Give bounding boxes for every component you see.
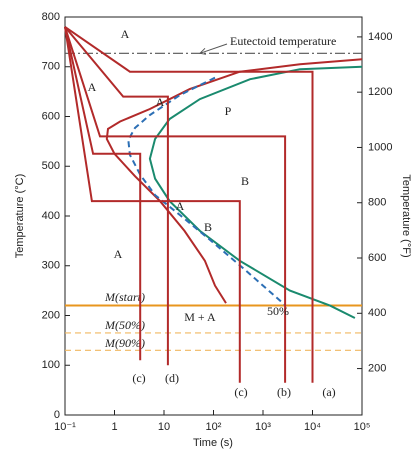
annotation: P bbox=[225, 104, 232, 118]
annotation: A bbox=[176, 199, 185, 213]
annotation: (a) bbox=[322, 385, 335, 399]
annotation: (c) bbox=[132, 371, 145, 385]
curve bbox=[105, 58, 363, 304]
curve bbox=[64, 26, 169, 366]
y2-tick-label: 600 bbox=[368, 252, 386, 264]
annotation: (d) bbox=[165, 371, 179, 385]
y-tick-label: 400 bbox=[42, 210, 60, 222]
y-tick-label: 600 bbox=[42, 110, 60, 122]
curve bbox=[127, 76, 286, 306]
y2-tick-label: 800 bbox=[368, 197, 386, 209]
reference-label: M(start) bbox=[104, 290, 145, 304]
x-tick-label: 10⁻¹ bbox=[54, 421, 76, 433]
annotation: A bbox=[121, 27, 130, 41]
annotation: (b) bbox=[277, 385, 291, 399]
y2-tick-label: 1000 bbox=[368, 141, 392, 153]
x-tick-label: 1 bbox=[111, 421, 117, 433]
y2-axis-label: Temperature (°F) bbox=[400, 174, 412, 257]
annotation: (c) bbox=[234, 385, 247, 399]
annotation: A bbox=[156, 95, 165, 109]
curve bbox=[64, 26, 287, 383]
arrow bbox=[198, 43, 228, 55]
annotation: B bbox=[241, 174, 249, 188]
y-tick-label: 300 bbox=[42, 260, 60, 272]
x-axis-label: Time (s) bbox=[193, 437, 233, 449]
y-tick-label: 100 bbox=[42, 359, 60, 371]
curve bbox=[64, 26, 142, 361]
y2-tick-label: 1200 bbox=[368, 86, 392, 98]
reference-label: M(90%) bbox=[104, 336, 145, 350]
y-axis-label: Temperature (°C) bbox=[14, 174, 26, 258]
annotation: A bbox=[88, 80, 97, 94]
x-tick-label: 10 bbox=[158, 421, 170, 433]
y2-tick-label: 400 bbox=[368, 307, 386, 319]
y-tick-label: 800 bbox=[42, 11, 60, 23]
y-tick-label: 0 bbox=[54, 409, 60, 421]
x-tick-label: 10² bbox=[206, 421, 222, 433]
curve bbox=[64, 26, 241, 383]
y2-tick-label: 1400 bbox=[368, 31, 392, 43]
y2-tick-label: 200 bbox=[368, 362, 386, 374]
plot-frame bbox=[64, 16, 363, 416]
curve bbox=[64, 26, 314, 383]
y-tick-label: 200 bbox=[42, 309, 60, 321]
annotation: 50% bbox=[267, 304, 289, 318]
annotation: B bbox=[204, 220, 212, 234]
annotation: A bbox=[114, 247, 123, 261]
x-tick-label: 10³ bbox=[255, 421, 271, 433]
curve bbox=[148, 65, 363, 319]
x-tick-label: 10⁴ bbox=[304, 421, 321, 433]
y-tick-label: 700 bbox=[42, 61, 60, 73]
reference-label: Eutectoid temperature bbox=[230, 34, 336, 48]
reference-label: M(50%) bbox=[104, 318, 145, 332]
y-tick-label: 500 bbox=[42, 160, 60, 172]
x-tick-label: 10⁵ bbox=[354, 421, 371, 433]
annotation: M + A bbox=[184, 310, 216, 324]
